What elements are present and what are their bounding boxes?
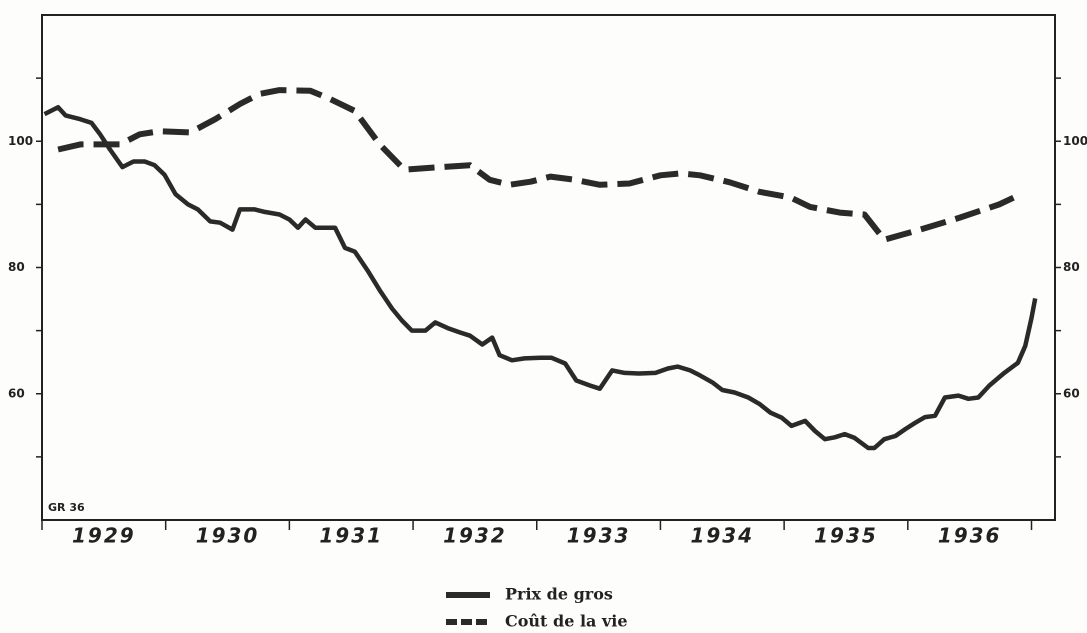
- x-tick-label: 1933: [567, 524, 631, 548]
- series-line: [57, 87, 1017, 243]
- annotation: GR 36: [48, 501, 85, 514]
- y-tick-label-right: 80: [1063, 260, 1080, 274]
- y-tick-label: 60: [8, 386, 25, 400]
- x-tick-label: 1929: [72, 524, 136, 548]
- legend-label: Coût de la vie: [505, 612, 628, 631]
- x-tick-label: 1930: [196, 524, 260, 548]
- plot-frame: [41, 14, 1056, 521]
- x-tick-label: 1934: [690, 524, 754, 548]
- y-tick-label-right: 100: [1063, 134, 1087, 148]
- x-tick-label: 1932: [443, 524, 507, 548]
- y-tick-label: 100: [8, 134, 33, 148]
- y-tick-label-right: 60: [1063, 386, 1080, 400]
- x-tick-label: 1936: [938, 524, 1002, 548]
- y-tick-label: 80: [8, 260, 25, 274]
- series-line: [43, 104, 1038, 451]
- x-tick-label: 1931: [319, 524, 383, 548]
- legend-label: Prix de gros: [505, 585, 613, 604]
- x-tick-label: 1935: [814, 524, 878, 548]
